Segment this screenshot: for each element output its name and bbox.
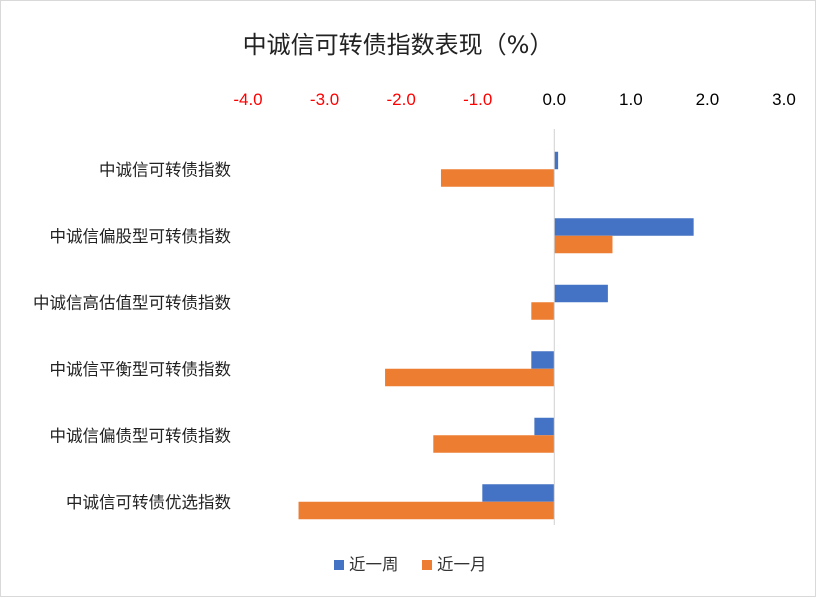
category-label: 中诚信平衡型可转债指数	[50, 360, 232, 379]
bar-week	[554, 151, 559, 170]
legend-label: 近一月	[437, 555, 487, 574]
legend-swatch	[334, 560, 344, 570]
x-tick-label: -1.0	[463, 90, 492, 109]
bar-week	[554, 284, 608, 303]
bar-week	[482, 484, 555, 502]
category-label: 中诚信可转债指数	[99, 160, 232, 179]
legend-label: 近一周	[349, 555, 399, 574]
bar-month	[385, 368, 555, 387]
category-labels: 中诚信可转债指数中诚信偏股型可转债指数中诚信高估值型可转债指数中诚信平衡型可转债…	[33, 160, 232, 512]
legend: 近一周 近一月	[334, 555, 487, 574]
bar-week	[534, 417, 555, 436]
x-tick-label: 0.0	[542, 90, 566, 109]
category-label: 中诚信偏债型可转债指数	[50, 426, 232, 445]
x-tick-label: 2.0	[696, 90, 720, 109]
bar-week	[531, 351, 555, 369]
chart-title: 中诚信可转债指数表现（%）	[243, 31, 554, 59]
x-tick-label: -2.0	[386, 90, 415, 109]
bar-month	[433, 435, 555, 453]
x-tick-label: -3.0	[310, 90, 339, 109]
bar-month	[298, 501, 555, 520]
bar-month	[531, 302, 555, 320]
category-label: 中诚信高估值型可转债指数	[33, 293, 232, 312]
legend-swatch	[422, 560, 432, 570]
x-tick-label: -4.0	[233, 90, 262, 109]
bar-month	[440, 169, 555, 187]
x-tick-label: 3.0	[772, 90, 796, 109]
x-tick-label: 1.0	[619, 90, 643, 109]
bars	[298, 151, 694, 520]
x-axis-ticks: -4.0 -3.0 -2.0 -1.0 0.0 1.0 2.0 3.0	[233, 90, 795, 109]
category-label: 中诚信偏股型可转债指数	[50, 227, 232, 246]
bar-week	[554, 218, 694, 236]
bar-month	[554, 235, 613, 254]
category-label: 中诚信可转债优选指数	[66, 493, 232, 512]
